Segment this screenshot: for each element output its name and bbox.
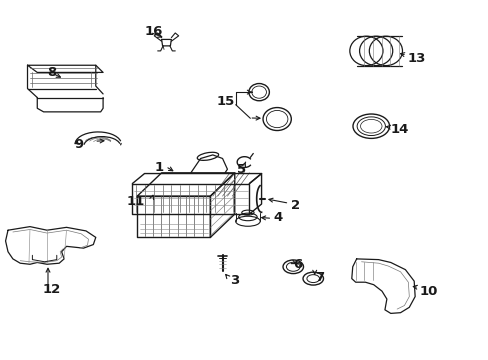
- Text: 4: 4: [273, 211, 283, 224]
- Text: 16: 16: [144, 25, 163, 38]
- Text: 10: 10: [419, 285, 438, 298]
- Text: 14: 14: [390, 123, 408, 136]
- Text: 11: 11: [126, 195, 144, 208]
- Text: 7: 7: [315, 271, 324, 284]
- Text: 5: 5: [237, 163, 246, 176]
- Text: 15: 15: [216, 95, 234, 108]
- Text: 8: 8: [47, 66, 56, 79]
- Text: 3: 3: [229, 274, 239, 287]
- Text: 6: 6: [293, 258, 302, 271]
- Text: 12: 12: [42, 283, 60, 296]
- Text: 9: 9: [74, 138, 83, 150]
- Text: 2: 2: [290, 199, 299, 212]
- Text: 1: 1: [155, 161, 163, 174]
- Text: 13: 13: [407, 51, 426, 64]
